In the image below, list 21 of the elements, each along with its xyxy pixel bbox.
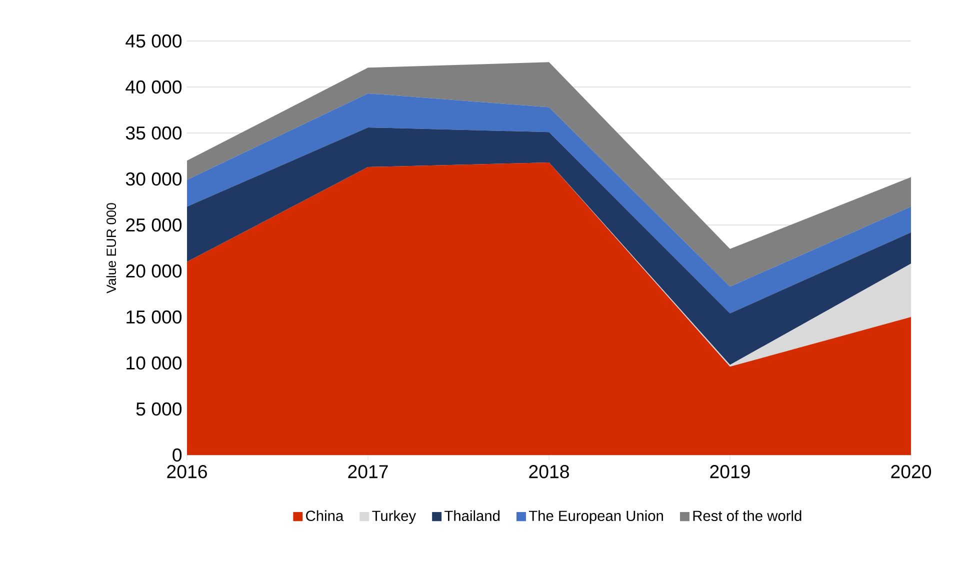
y-tick-label: 30 000 [126, 172, 182, 186]
legend-label: Turkey [372, 510, 416, 524]
y-tick-label: 25 000 [126, 218, 182, 232]
y-tick-label: 15 000 [126, 310, 182, 324]
x-tick-label: 2019 [710, 465, 750, 478]
y-tick-label: 10 000 [126, 356, 182, 370]
y-tick-label: 45 000 [126, 34, 182, 48]
legend-label: Rest of the world [693, 510, 802, 522]
x-tick-label: 2018 [529, 465, 569, 478]
y-tick-label: 35 000 [126, 126, 182, 140]
legend-label: The European Union [528, 510, 663, 524]
x-tick-label: 2020 [891, 465, 932, 478]
legend-label: China [306, 510, 344, 522]
legend-label: Thailand [444, 510, 500, 522]
y-tick-label: 20 000 [126, 264, 182, 278]
x-tick-label: 2016 [167, 465, 207, 478]
y-axis-title: Value EUR 000 [106, 203, 116, 294]
y-tick-label: 5 000 [136, 402, 182, 416]
x-tick-label: 2017 [348, 465, 388, 478]
y-tick-label: 0 [172, 448, 182, 462]
y-tick-label: 40 000 [126, 80, 182, 94]
